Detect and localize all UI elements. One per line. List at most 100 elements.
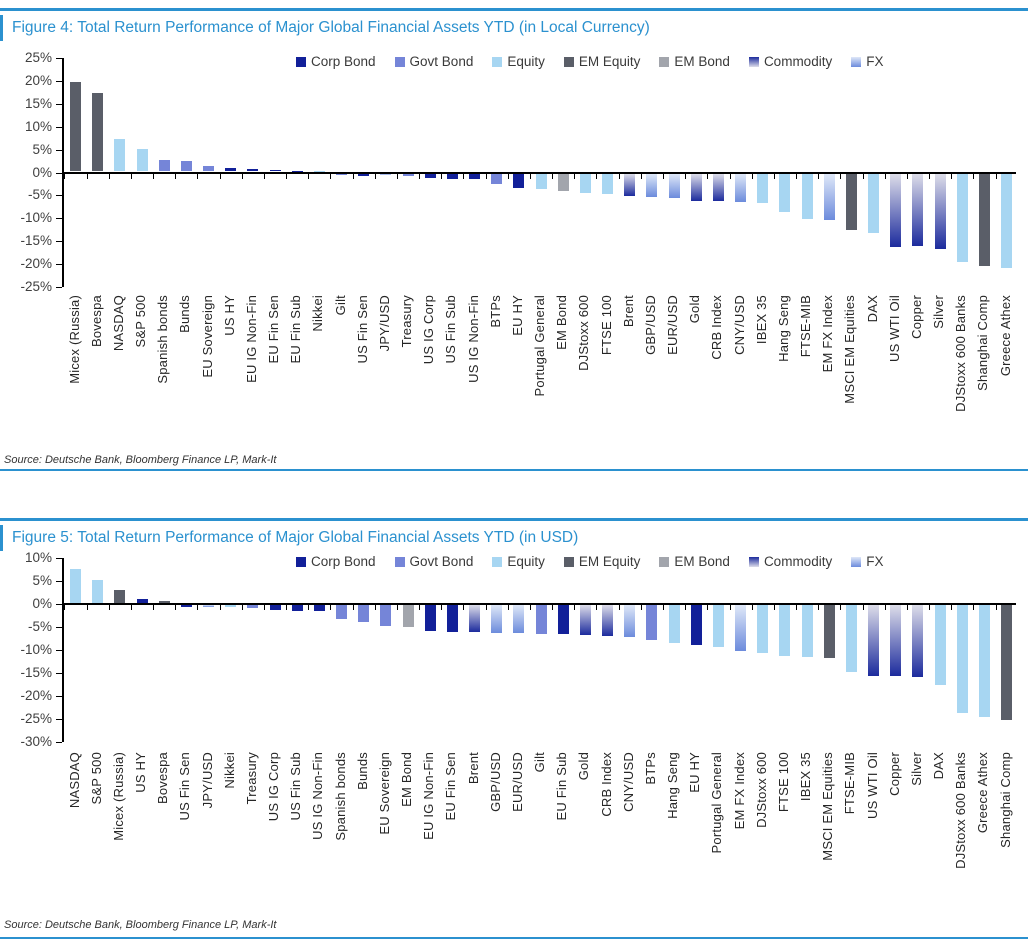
bar-bunds — [358, 605, 370, 623]
x-tick — [751, 173, 753, 179]
x-tick — [86, 173, 88, 179]
x-tick — [773, 173, 775, 179]
x-label-ftse-100: FTSE 100 — [598, 295, 614, 356]
legend-swatch-commodity — [748, 56, 759, 67]
bar-micex-russia — [114, 590, 126, 603]
bar-greece-athex — [1001, 173, 1013, 268]
x-label-nikkei: Nikkei — [310, 295, 326, 332]
x-label-micex-russia: Micex (Russia) — [66, 295, 82, 384]
x-tick — [197, 173, 199, 179]
x-tick — [352, 605, 354, 610]
x-axis-line — [62, 171, 1016, 174]
y-tick-label: 5% — [32, 141, 52, 157]
x-label-shanghai-comp: Shanghai Comp — [975, 295, 991, 391]
x-label-eu-ig-non-fin: EU IG Non-Fin — [421, 752, 437, 840]
x-label-gbp-usd: GBP/USD — [487, 752, 503, 812]
x-label-us-ig-non-fin: US IG Non-Fin — [310, 752, 326, 840]
x-tick — [308, 173, 310, 179]
x-tick — [286, 605, 288, 610]
x-tick — [552, 605, 554, 610]
bar-nikkei — [225, 605, 237, 608]
y-axis-line — [62, 558, 64, 742]
legend-label: EM Bond — [674, 54, 730, 69]
x-tick — [529, 605, 531, 610]
bar-us-hy — [136, 599, 148, 603]
legend-item-fx: FX — [851, 554, 883, 569]
x-tick — [108, 605, 110, 610]
bar-ftse-mib — [845, 605, 857, 672]
y-tick — [56, 719, 62, 720]
y-tick — [56, 172, 62, 174]
bar-bovespa — [158, 601, 170, 603]
legend-swatch-em-equity — [563, 556, 574, 567]
legend-item-em-bond: EM Bond — [659, 54, 730, 69]
x-label-us-fin-sub: US Fin Sub — [288, 752, 304, 821]
bar-em-fx-index — [823, 173, 835, 220]
x-label-shanghai-comp: Shanghai Comp — [997, 752, 1013, 848]
legend-label: Corp Bond — [311, 54, 376, 69]
x-label-treasury: Treasury — [243, 752, 259, 805]
x-label-btps: BTPs — [642, 752, 658, 785]
bar-dax — [934, 605, 946, 686]
bar-bunds — [180, 160, 192, 172]
y-tick — [56, 80, 62, 82]
bar-msci-em-equities — [823, 605, 835, 659]
x-label-em-fx-index: EM FX Index — [820, 295, 836, 373]
legend-item-corp-bond: Corp Bond — [296, 554, 376, 569]
x-tick — [396, 173, 398, 179]
bar-ftse-100 — [602, 173, 614, 195]
bar-cny-usd — [624, 605, 636, 637]
x-tick — [707, 173, 709, 179]
x-label-eur-usd: EUR/USD — [665, 295, 681, 355]
figure4-source: Source: Deutsche Bank, Bloomberg Finance… — [4, 454, 277, 466]
x-tick — [507, 173, 509, 179]
y-tick-label: -5% — [27, 619, 52, 634]
x-label-bovespa: Bovespa — [88, 295, 104, 347]
x-label-djstoxx-600: DJStoxx 600 — [576, 295, 592, 371]
y-tick — [56, 103, 62, 105]
legend-label: Govt Bond — [409, 54, 474, 69]
bar-jpy-usd — [380, 173, 392, 176]
legend-item-em-bond: EM Bond — [659, 554, 730, 569]
legend: Corp Bond Govt Bond Equity EM Equity EM Bond… — [296, 554, 883, 569]
x-label-s-p-500: S&P 500 — [133, 295, 148, 348]
x-tick — [130, 173, 132, 179]
y-tick — [56, 558, 62, 559]
legend-item-commodity: Commodity — [748, 554, 832, 569]
bar-us-ig-non-fin — [313, 605, 325, 612]
figure4-chart: 25% 20% 15% 10% 5% 0% -5% -10% -15% -20% -25% Micex… — [0, 8, 1028, 471]
x-tick — [929, 605, 931, 610]
bar-portugal-general — [535, 173, 547, 190]
bar-nasdaq — [70, 569, 81, 603]
bar-em-bond — [402, 605, 414, 627]
x-label-us-hy: US HY — [133, 752, 148, 793]
x-tick — [374, 605, 376, 610]
figure5-panel: Figure 5: Total Return Performance of Ma… — [0, 518, 1028, 939]
bar-bovespa — [92, 92, 104, 172]
legend-item-govt-bond: Govt Bond — [394, 554, 473, 569]
x-tick — [441, 605, 443, 610]
y-tick-label: -15% — [20, 233, 52, 249]
bar-eu-fin-sen — [269, 170, 281, 172]
x-label-eu-sovereign: EU Sovereign — [199, 295, 215, 378]
legend-swatch-govt-bond — [394, 556, 405, 567]
x-tick — [241, 605, 243, 610]
x-tick — [906, 605, 908, 610]
x-tick — [773, 605, 775, 610]
bar-us-fin-sen — [180, 605, 192, 608]
y-tick-label: 15% — [24, 95, 52, 111]
x-label-crb-index: CRB Index — [709, 295, 725, 360]
x-tick — [574, 173, 576, 179]
y-tick — [56, 742, 62, 743]
x-tick — [463, 173, 465, 179]
bar-eur-usd — [513, 605, 525, 633]
bar-s-p-500 — [136, 148, 148, 172]
legend-label: FX — [866, 554, 884, 569]
bar-us-ig-non-fin — [469, 173, 481, 180]
x-label-micex-russia: Micex (Russia) — [110, 752, 126, 841]
x-label-dax: DAX — [864, 295, 880, 323]
legend-swatch-govt-bond — [394, 56, 405, 67]
legend-label: FX — [866, 54, 884, 69]
x-tick — [840, 173, 842, 179]
x-tick — [330, 173, 332, 179]
